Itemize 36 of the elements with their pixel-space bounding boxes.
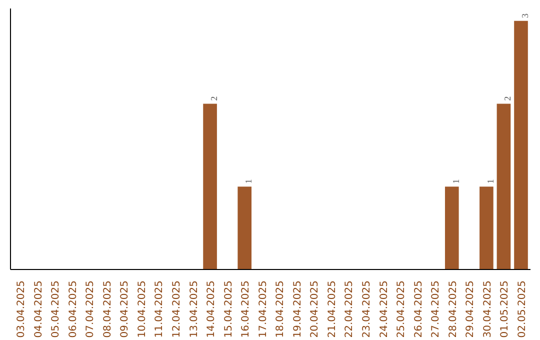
x-tick-label: 07.04.2025 <box>85 280 96 338</box>
x-tick-label: 23.04.2025 <box>362 280 373 338</box>
x-tick-label: 01.05.2025 <box>500 280 511 338</box>
x-tick-label: 24.04.2025 <box>378 280 390 338</box>
x-tick-label: 06.04.2025 <box>68 280 79 338</box>
x-tick-label: 03.04.2025 <box>16 280 27 338</box>
data-label: 1 <box>485 179 496 184</box>
x-tick-label: 05.04.2025 <box>50 280 62 338</box>
x-tick-label: 09.04.2025 <box>120 280 131 338</box>
x-tick-label: 29.04.2025 <box>465 280 476 338</box>
x-tick-label: 12.04.2025 <box>171 280 182 338</box>
data-label: 1 <box>450 179 461 184</box>
x-tick-label: 13.04.2025 <box>188 280 200 338</box>
x-tick-label: 16.04.2025 <box>240 280 252 338</box>
x-tick-label: 10.04.2025 <box>136 280 148 338</box>
x-tick-label: 25.04.2025 <box>396 280 408 338</box>
x-tick-label: 20.04.2025 <box>310 280 321 338</box>
x-tick-label: 28.04.2025 <box>448 280 459 338</box>
x-tick-label: 21.04.2025 <box>326 280 338 338</box>
x-tick-label: 22.04.2025 <box>344 280 356 338</box>
x-tick-label: 14.04.2025 <box>206 280 218 338</box>
data-label: 1 <box>244 179 254 184</box>
x-tick-label: 11.04.2025 <box>154 280 166 338</box>
data-label: 2 <box>209 96 220 101</box>
x-tick-label: 30.04.2025 <box>482 280 494 338</box>
x-tick-label: 15.04.2025 <box>223 280 234 338</box>
x-tick-label: 26.04.2025 <box>413 280 424 338</box>
data-label: 2 <box>502 96 513 101</box>
x-tick-label: 08.04.2025 <box>102 280 114 338</box>
x-tick-label: 17.04.2025 <box>258 280 269 338</box>
x-tick-label: 19.04.2025 <box>292 280 304 338</box>
x-tick-label: 18.04.2025 <box>275 280 286 338</box>
data-label: 3 <box>520 12 530 18</box>
x-tick-label: 04.04.2025 <box>33 280 44 338</box>
x-tick-label: 27.04.2025 <box>430 280 442 338</box>
x-tick-label: 02.05.2025 <box>517 280 528 338</box>
